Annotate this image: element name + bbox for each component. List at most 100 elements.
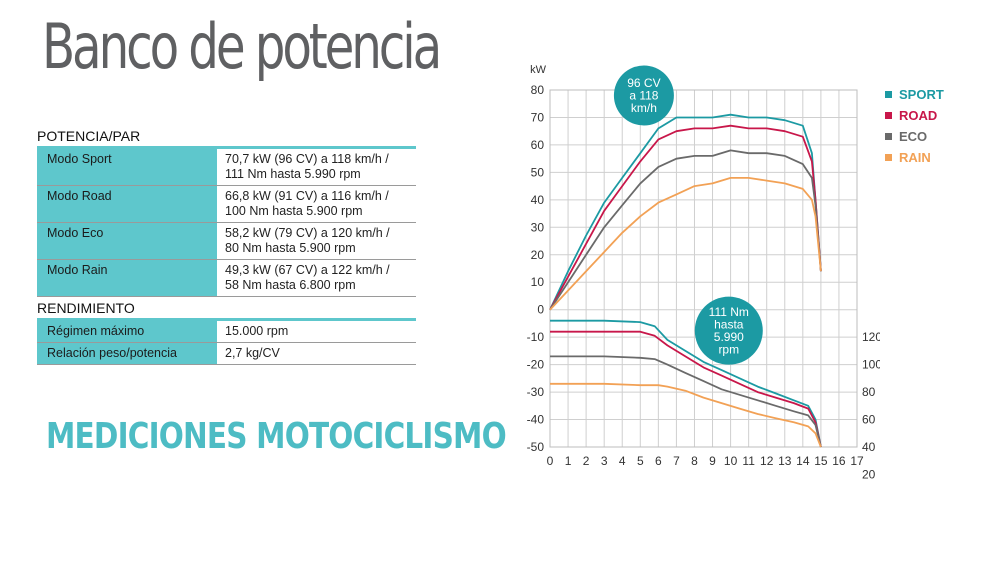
- x-tick-label: 3: [601, 454, 608, 468]
- row-label: Régimen máximo: [37, 318, 217, 343]
- value-line: 80 Nm hasta 5.900 rpm: [225, 241, 356, 255]
- x-tick-label: 14: [796, 454, 810, 468]
- row-value: 15.000 rpm: [217, 318, 416, 343]
- annotation-text: km/h: [631, 101, 657, 115]
- y-tick-label: -30: [527, 385, 545, 399]
- y-tick-label: 0: [537, 303, 544, 317]
- torque-line-eco: [550, 355, 822, 448]
- power-line-road: [549, 124, 822, 311]
- legend-rain: RAIN: [885, 150, 931, 165]
- y-tick-label: 30: [531, 220, 545, 234]
- x-tick-label: 1: [565, 454, 572, 468]
- row-label: Modo Rain: [37, 259, 217, 297]
- legend-sport: SPORT: [885, 87, 944, 102]
- annotation-bubble: [613, 65, 674, 126]
- torque-line-sport: [550, 319, 822, 448]
- table-row: Régimen máximo 15.000 rpm: [37, 318, 416, 343]
- annotation-text: 96 CV: [627, 76, 660, 90]
- legend-swatch: [885, 91, 892, 98]
- legend-road: ROAD: [885, 108, 937, 123]
- row-value: 2,7 kg/CV: [225, 346, 280, 360]
- annotation-text: hasta: [714, 317, 744, 331]
- x-tick-label: 15: [814, 454, 828, 468]
- table-row: Relación peso/potencia 2,7 kg/CV: [37, 342, 416, 365]
- row-value: 58,2 kW (79 CV) a 120 km/h /80 Nm hasta …: [217, 223, 416, 260]
- legend-swatch: [885, 112, 892, 119]
- x-tick-label: 12: [760, 454, 774, 468]
- value-line: 58,2 kW (79 CV) a 120 km/h /: [225, 226, 390, 240]
- x-tick-label: 9: [709, 454, 716, 468]
- x-tick-label: 8: [691, 454, 698, 468]
- y-tick-label: 50: [531, 165, 545, 179]
- annotation-text: rpm: [718, 342, 739, 356]
- y-right-tick-label: 20: [862, 467, 876, 481]
- table-row: Modo Eco 58,2 kW (79 CV) a 120 km/h /80 …: [37, 222, 416, 260]
- x-tick-label: 10: [724, 454, 738, 468]
- x-tick-label: 7: [673, 454, 680, 468]
- value-line: 100 Nm hasta 5.900 rpm: [225, 204, 363, 218]
- y-tick-label: -50: [527, 440, 545, 454]
- x-tick-label: 5: [637, 454, 644, 468]
- y-tick-label: 70: [531, 110, 545, 124]
- y-right-tick-label: 80: [862, 385, 876, 399]
- legend-swatch: [885, 133, 892, 140]
- y-tick-label: -20: [527, 358, 545, 372]
- row-value: 49,3 kW (67 CV) a 122 km/h /58 Nm hasta …: [217, 260, 416, 297]
- x-tick-label: 11: [742, 454, 755, 468]
- page-title: Banco de potencia: [42, 10, 442, 83]
- x-tick-label: 2: [583, 454, 590, 468]
- dyno-chart: 80706050403020100-10-20-30-40-50kW120100…: [527, 64, 880, 481]
- row-label: Modo Road: [37, 185, 217, 223]
- y-tick-label: -10: [527, 330, 545, 344]
- y-tick-label: 20: [531, 248, 545, 262]
- potencia-heading: POTENCIA/PAR: [37, 128, 141, 144]
- x-tick-label: 17: [850, 454, 864, 468]
- row-value: 70,7 kW (96 CV) a 118 km/h /111 Nm hasta…: [217, 146, 416, 186]
- power-line-eco: [549, 149, 822, 311]
- annotation-text: 111 Nm: [709, 305, 749, 319]
- plot-frame: [549, 89, 858, 448]
- potencia-table: Modo Sport 70,7 kW (96 CV) a 118 km/h /1…: [37, 146, 416, 297]
- legend-swatch: [885, 154, 892, 161]
- x-tick-label: 13: [778, 454, 792, 468]
- value-line: 58 Nm hasta 6.800 rpm: [225, 278, 356, 292]
- table-row: Modo Road 66,8 kW (91 CV) a 116 km/h /10…: [37, 185, 416, 223]
- x-tick-label: 0: [547, 454, 554, 468]
- value-line: 111 Nm hasta 5.990 rpm: [225, 167, 361, 181]
- legend-label: RAIN: [899, 150, 931, 165]
- y-axis-label: kW: [530, 64, 547, 76]
- power-line-sport: [549, 113, 822, 311]
- row-label: Modo Eco: [37, 222, 217, 260]
- annotation-text: 5.990: [714, 330, 744, 344]
- torque-line-rain: [550, 382, 822, 448]
- value-line: 70,7 kW (96 CV) a 118 km/h /: [225, 152, 389, 166]
- x-tick-label: 16: [832, 454, 846, 468]
- row-label: Relación peso/potencia: [37, 342, 217, 365]
- annotation-bubble: [694, 296, 763, 365]
- rendimiento-table: Régimen máximo 15.000 rpm Relación peso/…: [37, 318, 416, 365]
- legend-eco: ECO: [885, 129, 927, 144]
- y-tick-label: -40: [527, 413, 545, 427]
- value-line: 49,3 kW (67 CV) a 122 km/h /: [225, 263, 390, 277]
- brand-title: MEDICIONES MOTOCICLISMO: [46, 416, 507, 457]
- y-tick-label: 10: [531, 275, 545, 289]
- x-tick-label: 6: [655, 454, 662, 468]
- y-tick-label: 40: [531, 193, 545, 207]
- power-line-rain: [549, 177, 822, 311]
- row-value: 66,8 kW (91 CV) a 116 km/h /100 Nm hasta…: [217, 186, 416, 223]
- row-label: Modo Sport: [37, 146, 217, 186]
- table-row: Modo Sport 70,7 kW (96 CV) a 118 km/h /1…: [37, 146, 416, 186]
- rendimiento-heading: RENDIMIENTO: [37, 300, 135, 316]
- torque-line-road: [550, 330, 822, 448]
- y-right-tick-label: 60: [862, 413, 876, 427]
- y-tick-label: 80: [531, 83, 545, 97]
- y-right-tick-label: 40: [862, 440, 876, 454]
- y-right-tick-label: 120: [862, 330, 880, 344]
- y-right-tick-label: 100: [862, 358, 880, 372]
- x-tick-label: 4: [619, 454, 626, 468]
- value-line: 66,8 kW (91 CV) a 116 km/h /: [225, 189, 389, 203]
- legend-label: SPORT: [899, 87, 944, 102]
- table-row: Modo Rain 49,3 kW (67 CV) a 122 km/h /58…: [37, 259, 416, 297]
- annotation-text: a 118: [629, 88, 658, 102]
- legend-label: ROAD: [899, 108, 938, 123]
